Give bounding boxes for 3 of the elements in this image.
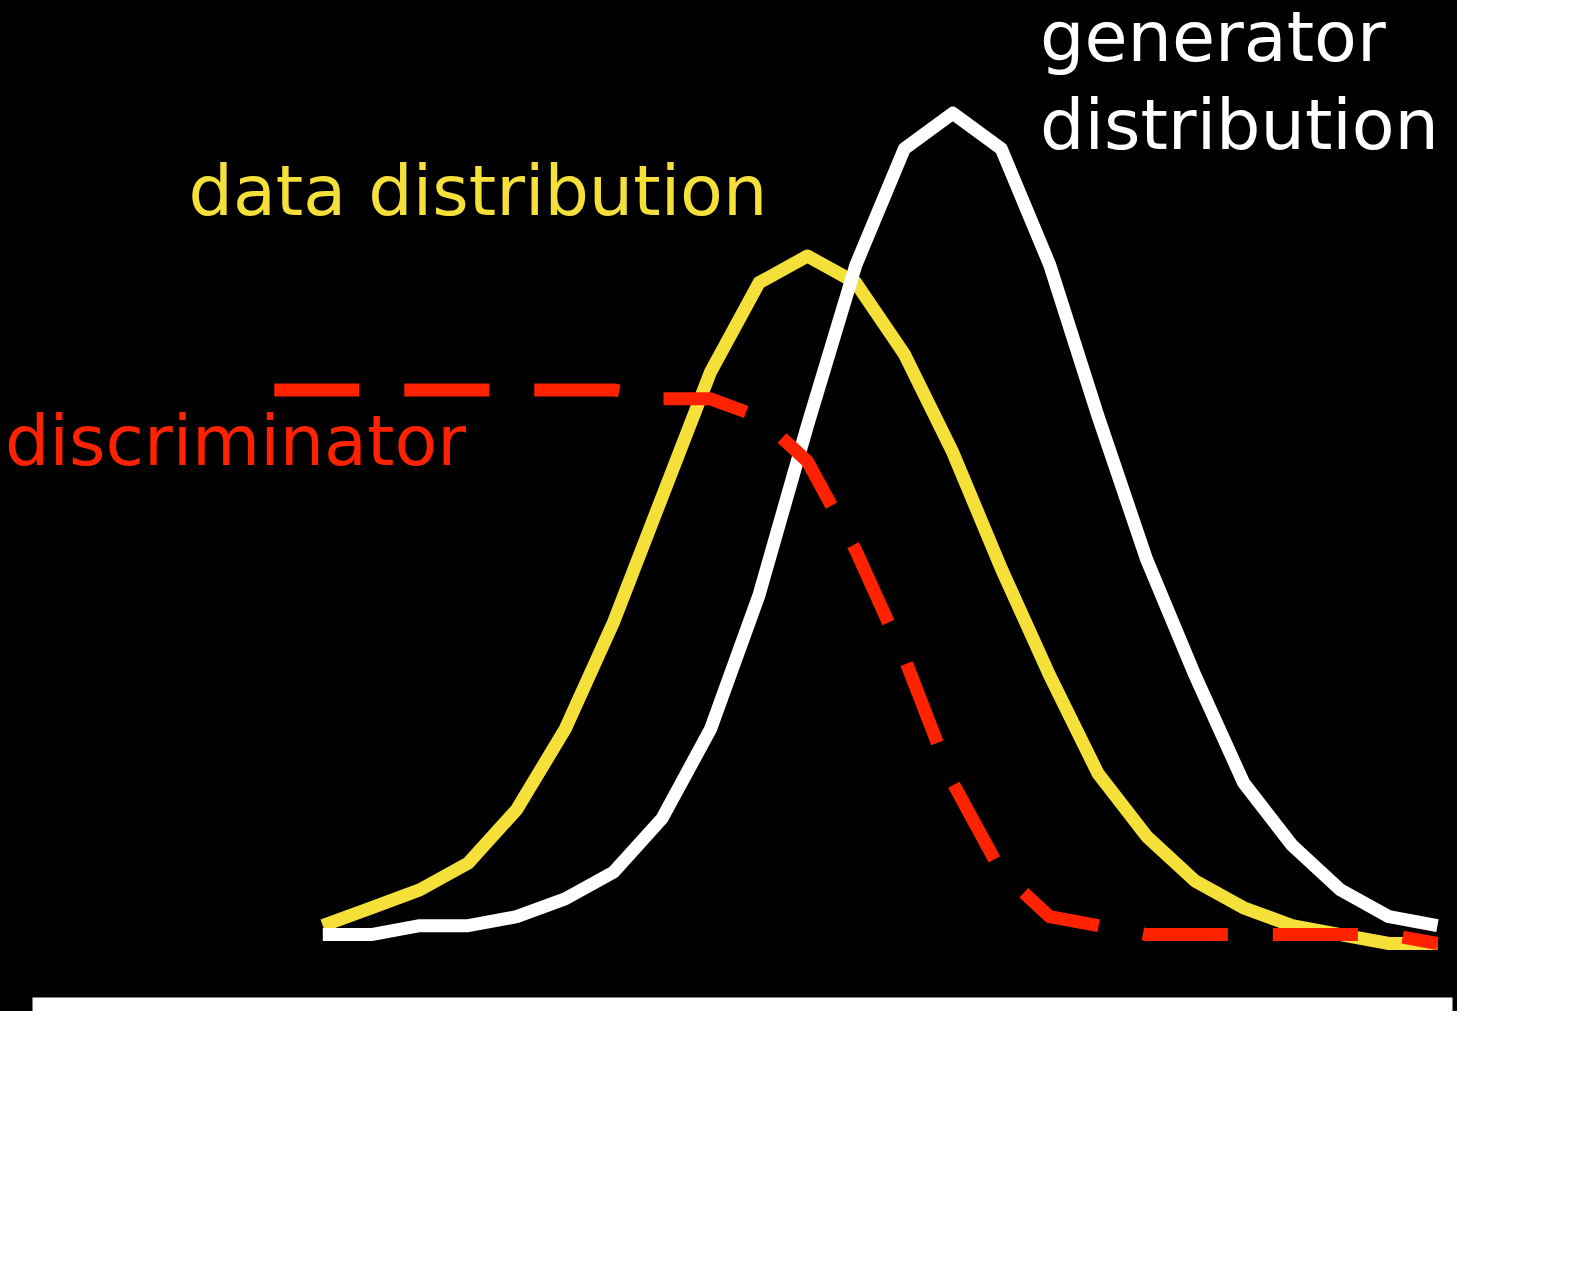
series-label: generator distribution [1040,0,1439,166]
series-label: discriminator [5,399,467,482]
series-label: data distribution [188,149,768,232]
